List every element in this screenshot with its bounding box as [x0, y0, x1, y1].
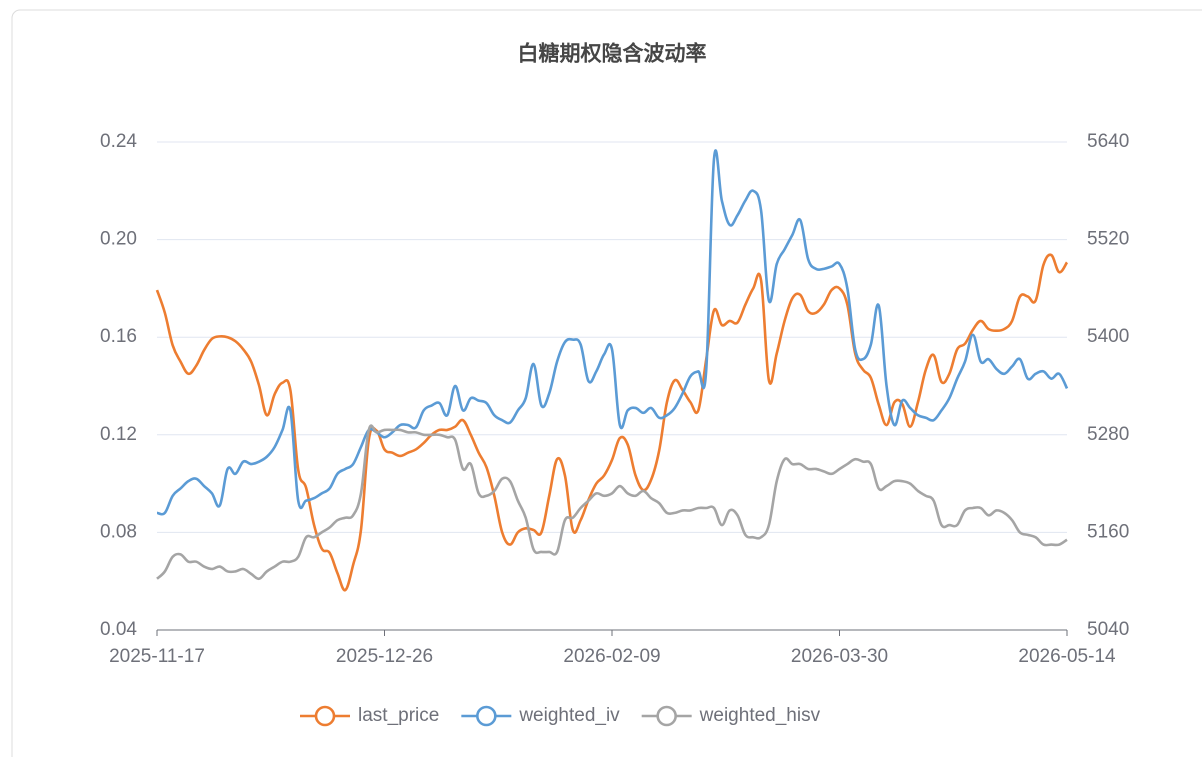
series-line — [155, 253, 1069, 592]
chart-title: 白糖期权隐含波动率 — [518, 42, 707, 66]
card — [11, 9, 1202, 757]
y-tick-label: 0.08 — [100, 521, 137, 542]
y2-tick-label: 5520 — [1087, 229, 1129, 250]
y2-tick-label: 5160 — [1087, 521, 1129, 542]
y2-tick-label: 5040 — [1087, 619, 1129, 640]
x-tick-label: 2026-05-14 — [1018, 646, 1116, 667]
x-tick-label: 2025-12-26 — [336, 646, 433, 667]
legend: last_price weighted_iv weighted_hisv — [300, 705, 821, 727]
legend-marker — [314, 705, 336, 727]
y-tick-label: 0.16 — [100, 326, 137, 347]
y-tick-label: 0.20 — [100, 229, 137, 250]
y2-tick-label: 5640 — [1087, 131, 1129, 152]
y-tick-label: 0.04 — [100, 619, 137, 640]
legend-item: weighted_iv — [461, 705, 620, 727]
y-tick-label: 0.24 — [100, 131, 137, 152]
legend-label: weighted_iv — [518, 705, 620, 726]
y2-tick-label: 5280 — [1087, 424, 1129, 445]
x-tick-label: 2026-02-09 — [563, 646, 660, 667]
legend-item: weighted_hisv — [641, 705, 821, 727]
x-tick-label: 2026-03-30 — [791, 646, 888, 667]
legend-item: last_price — [300, 705, 439, 727]
x-tick-label: 2025-11-17 — [109, 646, 205, 667]
legend-label: last_price — [358, 705, 439, 726]
series-line — [156, 424, 1068, 581]
legend-marker — [656, 705, 677, 727]
legend-marker — [476, 705, 497, 727]
y2-tick-label: 5400 — [1087, 326, 1129, 347]
y-tick-label: 0.12 — [100, 424, 137, 445]
legend-label: weighted_hisv — [699, 705, 821, 726]
series-line — [156, 149, 1069, 516]
